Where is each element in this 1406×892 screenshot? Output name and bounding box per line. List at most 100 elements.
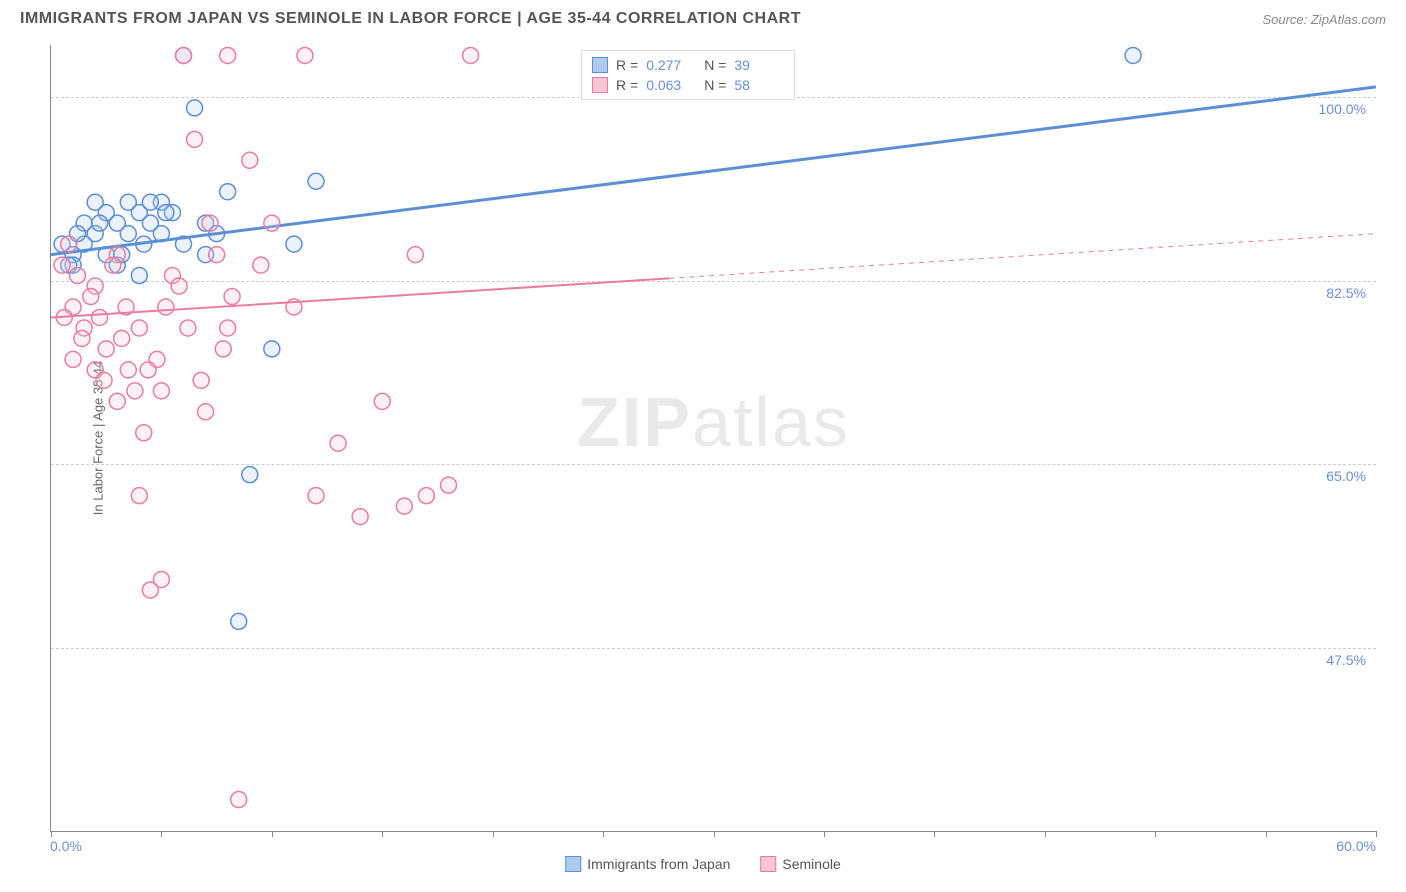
n-value-japan: 39 xyxy=(734,57,784,73)
x-tick xyxy=(824,831,825,837)
stats-row-japan: R = 0.277 N = 39 xyxy=(592,55,784,75)
data-point-seminole xyxy=(220,47,236,63)
x-tick xyxy=(1376,831,1377,837)
data-point-japan xyxy=(158,205,174,221)
data-point-japan xyxy=(1125,47,1141,63)
trend-line-dashed-seminole xyxy=(669,234,1376,279)
data-point-seminole xyxy=(180,320,196,336)
data-point-japan xyxy=(142,194,158,210)
data-point-seminole xyxy=(96,372,112,388)
x-tick xyxy=(1045,831,1046,837)
data-point-seminole xyxy=(54,257,70,273)
data-point-seminole xyxy=(253,257,269,273)
stats-legend-box: R = 0.277 N = 39 R = 0.063 N = 58 xyxy=(581,50,795,100)
r-label: R = xyxy=(616,57,638,73)
data-point-seminole xyxy=(158,299,174,315)
data-point-japan xyxy=(264,341,280,357)
data-point-seminole xyxy=(215,341,231,357)
data-point-seminole xyxy=(120,362,136,378)
data-point-seminole xyxy=(224,289,240,305)
trend-line-seminole xyxy=(51,278,669,317)
data-point-seminole xyxy=(131,488,147,504)
data-point-seminole xyxy=(92,309,108,325)
data-point-seminole xyxy=(105,257,121,273)
data-point-seminole xyxy=(308,488,324,504)
data-point-seminole xyxy=(153,571,169,587)
data-point-japan xyxy=(187,100,203,116)
r-label: R = xyxy=(616,77,638,93)
x-tick xyxy=(1155,831,1156,837)
data-point-seminole xyxy=(61,236,77,252)
data-point-seminole xyxy=(74,330,90,346)
data-point-seminole xyxy=(153,383,169,399)
n-value-seminole: 58 xyxy=(734,77,784,93)
source-label: Source: xyxy=(1262,12,1310,27)
x-tick xyxy=(934,831,935,837)
bottom-legend: Immigrants from Japan Seminole xyxy=(565,856,841,872)
data-point-seminole xyxy=(297,47,313,63)
chart-plot-area: In Labor Force | Age 35-44 ZIPatlas R = … xyxy=(50,45,1376,832)
x-tick xyxy=(382,831,383,837)
data-point-japan xyxy=(242,467,258,483)
source-attribution: Source: ZipAtlas.com xyxy=(1262,12,1386,27)
data-point-seminole xyxy=(83,289,99,305)
data-point-seminole xyxy=(352,509,368,525)
x-tick xyxy=(161,831,162,837)
r-value-seminole: 0.063 xyxy=(646,77,696,93)
x-tick xyxy=(493,831,494,837)
data-point-japan xyxy=(231,613,247,629)
n-label: N = xyxy=(704,57,726,73)
data-point-japan xyxy=(308,173,324,189)
swatch-seminole xyxy=(592,77,608,93)
data-point-seminole xyxy=(171,278,187,294)
x-tick xyxy=(1266,831,1267,837)
source-value: ZipAtlas.com xyxy=(1311,12,1386,27)
trend-line-japan xyxy=(51,87,1376,255)
data-point-japan xyxy=(120,226,136,242)
legend-label-japan: Immigrants from Japan xyxy=(587,856,730,872)
scatter-svg xyxy=(51,45,1376,831)
data-point-seminole xyxy=(109,393,125,409)
data-point-seminole xyxy=(374,393,390,409)
data-point-seminole xyxy=(176,47,192,63)
data-point-seminole xyxy=(114,330,130,346)
data-point-seminole xyxy=(65,351,81,367)
data-point-seminole xyxy=(98,341,114,357)
chart-title: IMMIGRANTS FROM JAPAN VS SEMINOLE IN LAB… xyxy=(20,10,801,28)
data-point-seminole xyxy=(396,498,412,514)
data-point-japan xyxy=(131,268,147,284)
stats-row-seminole: R = 0.063 N = 58 xyxy=(592,75,784,95)
swatch-japan xyxy=(565,856,581,872)
data-point-japan xyxy=(286,236,302,252)
data-point-japan xyxy=(220,184,236,200)
r-value-japan: 0.277 xyxy=(646,57,696,73)
data-point-seminole xyxy=(418,488,434,504)
legend-item-japan: Immigrants from Japan xyxy=(565,856,730,872)
data-point-seminole xyxy=(463,47,479,63)
legend-label-seminole: Seminole xyxy=(782,856,840,872)
data-point-seminole xyxy=(193,372,209,388)
swatch-japan xyxy=(592,57,608,73)
data-point-seminole xyxy=(70,268,86,284)
data-point-japan xyxy=(92,215,108,231)
data-point-seminole xyxy=(202,215,218,231)
data-point-seminole xyxy=(131,320,147,336)
x-tick xyxy=(603,831,604,837)
data-point-seminole xyxy=(220,320,236,336)
data-point-seminole xyxy=(242,152,258,168)
n-label: N = xyxy=(704,77,726,93)
data-point-seminole xyxy=(127,383,143,399)
data-point-seminole xyxy=(231,792,247,808)
x-tick xyxy=(272,831,273,837)
data-point-seminole xyxy=(330,435,346,451)
x-axis-max-label: 60.0% xyxy=(1336,838,1376,854)
data-point-seminole xyxy=(136,425,152,441)
data-point-seminole xyxy=(198,404,214,420)
data-point-japan xyxy=(87,194,103,210)
legend-item-seminole: Seminole xyxy=(760,856,840,872)
data-point-seminole xyxy=(407,247,423,263)
data-point-seminole xyxy=(187,131,203,147)
x-axis-min-label: 0.0% xyxy=(50,838,82,854)
data-point-seminole xyxy=(140,362,156,378)
swatch-seminole xyxy=(760,856,776,872)
